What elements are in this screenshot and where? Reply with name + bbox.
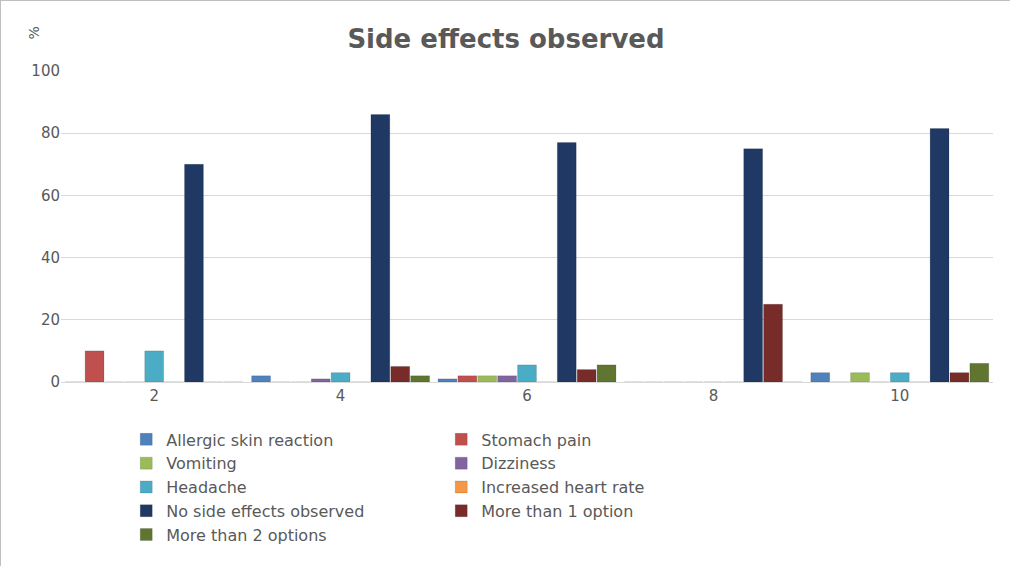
svg-text:8: 8: [709, 387, 719, 405]
svg-text:Stomach pain: Stomach pain: [481, 431, 591, 450]
svg-text:Dizziness: Dizziness: [481, 454, 556, 473]
svg-text:%: %: [26, 26, 42, 39]
svg-text:More than 2 options: More than 2 options: [166, 526, 326, 545]
svg-text:2: 2: [149, 387, 159, 405]
svg-text:6: 6: [522, 387, 532, 405]
svg-text:80: 80: [41, 124, 60, 142]
svg-text:Headache: Headache: [166, 478, 246, 497]
svg-text:Vomiting: Vomiting: [166, 454, 237, 473]
svg-text:Side effects observed: Side effects observed: [347, 24, 664, 54]
svg-text:No side effects observed: No side effects observed: [166, 502, 364, 521]
svg-text:0: 0: [50, 373, 60, 391]
svg-text:60: 60: [41, 187, 60, 205]
svg-text:Allergic skin reaction: Allergic skin reaction: [166, 431, 333, 450]
svg-text:10: 10: [890, 387, 909, 405]
svg-text:20: 20: [41, 311, 60, 329]
svg-text:4: 4: [336, 387, 346, 405]
svg-text:More than 1 option: More than 1 option: [481, 502, 633, 521]
svg-text:Increased heart rate: Increased heart rate: [481, 478, 644, 497]
svg-text:100: 100: [31, 62, 60, 80]
svg-text:40: 40: [41, 249, 60, 267]
